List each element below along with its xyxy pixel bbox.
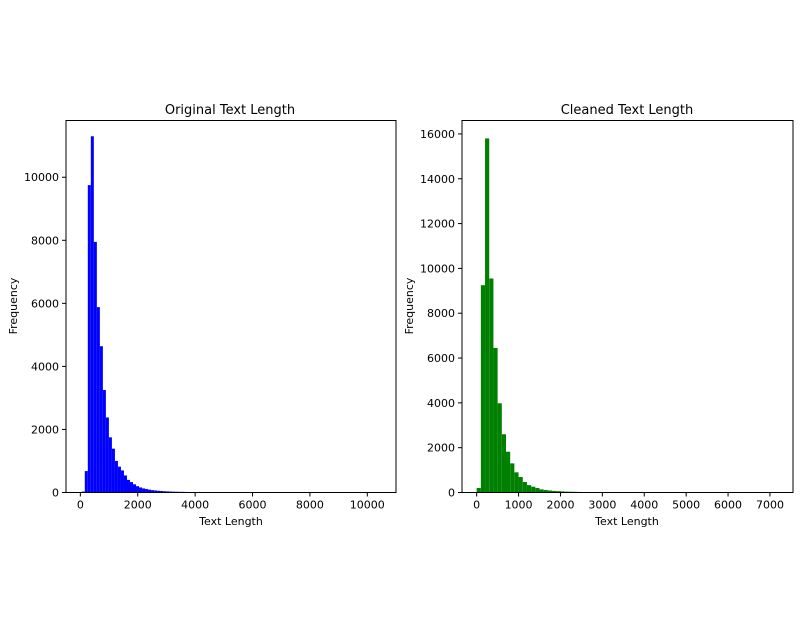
x-tick-label: 1000 xyxy=(505,499,533,512)
x-axis-ticks: 0 2000 4000 6000 8000 10000 xyxy=(77,492,385,512)
y-tick-label: 2000 xyxy=(427,442,455,455)
y-axis-label: Frequency xyxy=(403,277,416,334)
x-tick-label: 7000 xyxy=(756,499,784,512)
x-tick-label: 6000 xyxy=(714,499,742,512)
histogram-bar xyxy=(139,487,143,493)
histogram-bar xyxy=(505,451,511,493)
histogram-bar xyxy=(552,490,557,493)
y-tick-label: 12000 xyxy=(420,218,455,231)
histogram-bar xyxy=(123,475,127,493)
histogram-bar xyxy=(518,477,523,493)
histogram-bar xyxy=(522,481,527,493)
y-tick-label: 2000 xyxy=(31,423,59,436)
histogram-bar xyxy=(120,470,124,493)
histogram-bar xyxy=(531,486,536,493)
histogram-bar xyxy=(510,463,515,493)
histogram-bar xyxy=(476,488,481,493)
bars-original xyxy=(81,136,203,493)
histogram-bar xyxy=(501,434,506,493)
histogram-bar xyxy=(136,486,140,493)
y-tick-label: 14000 xyxy=(420,173,455,186)
histogram-bar xyxy=(480,285,486,493)
y-axis-label: Frequency xyxy=(7,277,20,334)
plot-frame xyxy=(461,120,794,493)
x-tick-label: 2000 xyxy=(124,499,152,512)
histogram-bar xyxy=(547,490,553,493)
histogram-bar xyxy=(114,460,118,493)
x-axis-ticks: 0 1000 2000 3000 4000 5000 6000 7000 xyxy=(473,492,784,512)
histogram-bar xyxy=(539,489,544,493)
histogram-bar xyxy=(163,491,167,493)
histogram-bar xyxy=(102,390,106,493)
x-tick-label: 10000 xyxy=(350,499,385,512)
histogram-bar xyxy=(93,241,97,493)
histogram-cleaned: Cleaned Text Length 0 1000 2000 3000 4000 500… xyxy=(403,103,794,528)
y-tick-label: 0 xyxy=(52,487,59,500)
histogram-bar xyxy=(166,491,170,493)
histogram-bar xyxy=(96,307,100,493)
histogram-original: Original Text Length 0 2000 4000 6000 8000 10… xyxy=(7,103,397,528)
histogram-bar xyxy=(126,479,130,493)
histogram-bar xyxy=(497,403,502,493)
histogram-bar xyxy=(485,138,490,493)
chart-title: Cleaned Text Length xyxy=(561,103,694,118)
histogram-bar xyxy=(99,346,103,493)
plot-frame xyxy=(65,120,397,493)
y-tick-label: 6000 xyxy=(427,352,455,365)
histogram-bar xyxy=(543,490,548,493)
histogram-bar xyxy=(111,448,115,493)
y-tick-label: 8000 xyxy=(427,307,455,320)
histogram-bar xyxy=(526,485,532,493)
histogram-bar xyxy=(142,488,146,493)
y-tick-label: 8000 xyxy=(31,234,59,247)
y-tick-label: 16000 xyxy=(420,128,455,141)
histogram-bar xyxy=(535,488,540,493)
x-axis-label: Text Length xyxy=(594,515,659,528)
x-tick-label: 0 xyxy=(77,499,84,512)
histogram-bar xyxy=(154,490,158,493)
x-tick-label: 6000 xyxy=(239,499,267,512)
x-tick-label: 5000 xyxy=(672,499,700,512)
y-tick-label: 0 xyxy=(448,487,455,500)
histogram-bar xyxy=(90,136,94,493)
histogram-bar xyxy=(556,491,561,493)
x-tick-label: 3000 xyxy=(588,499,616,512)
histogram-bar xyxy=(105,417,109,493)
x-tick-label: 0 xyxy=(473,499,480,512)
histogram-bar xyxy=(489,278,494,493)
x-tick-label: 8000 xyxy=(296,499,324,512)
y-tick-label: 10000 xyxy=(24,171,59,184)
histogram-bar xyxy=(129,482,134,493)
y-tick-label: 4000 xyxy=(427,397,455,410)
y-axis-ticks: 0 2000 4000 6000 8000 10000 xyxy=(24,171,66,500)
histogram-bar xyxy=(148,489,152,493)
histogram-bar xyxy=(157,490,161,493)
histogram-bar xyxy=(87,185,91,493)
histogram-bar xyxy=(560,491,565,493)
y-tick-label: 6000 xyxy=(31,297,59,310)
y-tick-label: 4000 xyxy=(31,360,59,373)
histogram-bar xyxy=(108,437,112,493)
histogram-bar xyxy=(151,490,155,493)
x-tick-label: 2000 xyxy=(546,499,574,512)
histogram-bar xyxy=(160,490,164,493)
x-tick-label: 4000 xyxy=(181,499,209,512)
y-tick-label: 10000 xyxy=(420,262,455,275)
histogram-bar xyxy=(84,471,88,493)
histogram-bar xyxy=(514,472,519,493)
bars-cleaned xyxy=(476,138,607,493)
histogram-bar xyxy=(145,489,149,493)
y-axis-ticks: 0 2000 4000 6000 8000 10000 12000 14000 16000 xyxy=(420,128,462,500)
histogram-bar xyxy=(493,347,498,493)
histogram-bar xyxy=(133,484,137,493)
x-tick-label: 4000 xyxy=(630,499,658,512)
x-axis-label: Text Length xyxy=(198,515,263,528)
histogram-bar xyxy=(117,466,121,493)
chart-title: Original Text Length xyxy=(165,103,295,118)
